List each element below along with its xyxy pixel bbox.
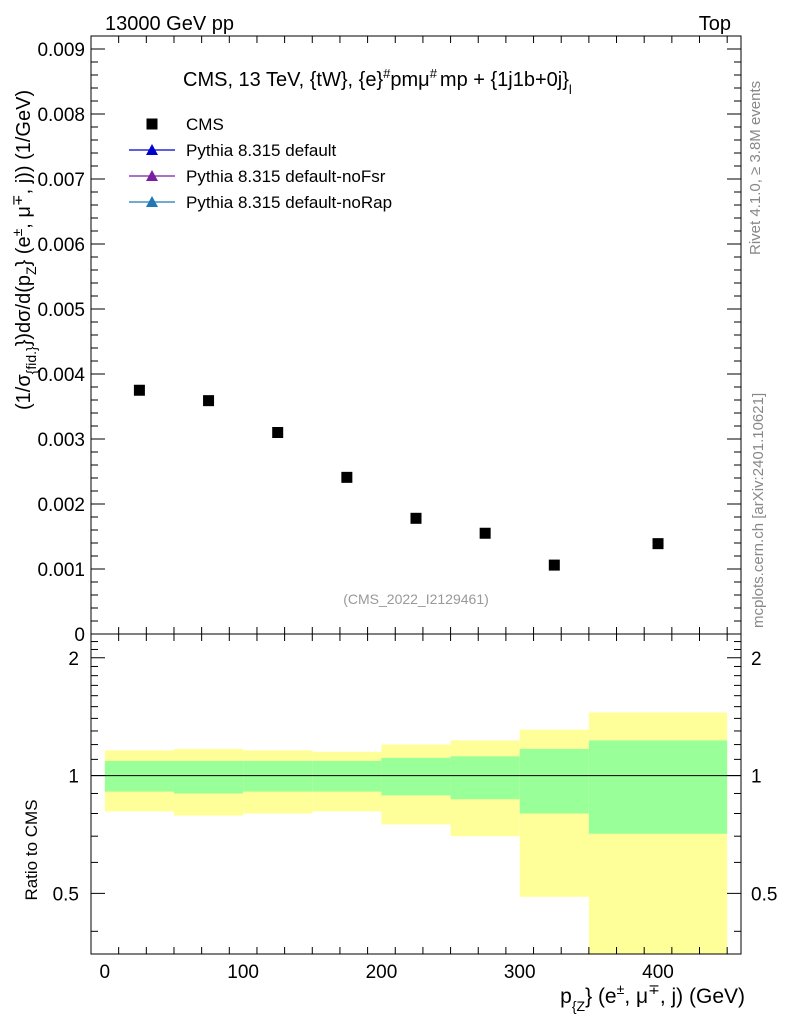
main-plot: CMS, 13 TeV, {tW}, {e}#pmμ# mp + {1j1b+0j… <box>9 35 742 646</box>
cms-data-point <box>341 471 353 483</box>
main-y-tick-label: 0.004 <box>37 365 85 386</box>
ratio-y-tick-label: 1 <box>68 767 79 788</box>
ratio-y-axis-label: Ratio to CMS <box>22 799 41 900</box>
cms-data-point <box>410 512 422 524</box>
legend-marker-triangle <box>146 144 158 155</box>
main-y-tick-label: 0 <box>74 625 85 646</box>
ratio-y-tick-label: 0.5 <box>53 884 79 905</box>
cms-data-point <box>203 395 215 407</box>
cms-data-point <box>272 427 284 438</box>
legend-label: Pythia 8.315 default-noRap <box>186 193 392 212</box>
main-y-tick-label: 0.008 <box>37 105 85 126</box>
ratio-stat-uncertainty-band <box>588 740 728 834</box>
rivet-label: Rivet 4.1.0, ≥ 3.8M events <box>747 81 764 255</box>
cms-data-point <box>479 527 491 539</box>
ratio-y-tick-label-right: 0.5 <box>751 884 777 905</box>
ratio-stat-uncertainty-band <box>312 760 382 792</box>
ratio-stat-uncertainty-band <box>173 760 244 794</box>
main-y-tick-label: 0.007 <box>37 170 85 191</box>
main-y-tick-label: 0.006 <box>37 235 85 256</box>
x-axis-label: p{Z} (e±, μ∓, j) (GeV) <box>560 981 745 1014</box>
x-tick-label: 200 <box>366 962 398 983</box>
cms-data-point <box>652 538 664 550</box>
cms-data-point <box>548 559 560 571</box>
mcplots-label: mcplots.cern.ch [arXiv:2401.10621] <box>750 393 767 628</box>
cms-data-point <box>133 384 145 396</box>
main-y-tick-label: 0.005 <box>37 300 85 321</box>
legend-marker-triangle <box>146 196 158 207</box>
legend-marker-triangle <box>146 170 158 181</box>
legend-label: CMS <box>186 115 224 134</box>
x-tick-label: 100 <box>227 962 259 983</box>
header-process-label: Top <box>699 13 731 35</box>
ratio-stat-uncertainty-band <box>450 756 520 800</box>
ratio-stat-uncertainty-band <box>519 748 589 814</box>
legend-label: Pythia 8.315 default <box>186 141 337 160</box>
legend-label: Pythia 8.315 default-noFsr <box>186 167 386 186</box>
main-y-tick-label: 0.002 <box>37 495 85 516</box>
x-tick-label: 400 <box>642 962 674 983</box>
main-y-axis-label: (1/σ{fid.}})dσ/d(pZ} (e±, μ∓, j)) (1/GeV… <box>9 90 39 410</box>
ratio-plot: 0.5 0.5 1 1 2 2 0 100 200 300 400 Ratio to CMS p{Z… <box>22 633 777 1014</box>
ratio-plot-frame <box>90 633 742 955</box>
main-y-tick-label: 0.001 <box>37 560 85 581</box>
x-tick-label: 300 <box>504 962 536 983</box>
ratio-y-tick-label-right: 1 <box>751 767 762 788</box>
ratio-stat-uncertainty-band <box>381 757 451 796</box>
analysis-watermark: (CMS_2022_I2129461) <box>343 591 489 607</box>
main-y-tick-label: 0.003 <box>37 430 85 451</box>
main-y-tick-label: 0.009 <box>37 40 85 61</box>
ratio-stat-uncertainty-band <box>104 760 174 792</box>
legend-marker-square <box>146 118 158 130</box>
header-beam-label: 13000 GeV pp <box>105 13 234 35</box>
ratio-y-tick-label-right: 2 <box>751 649 762 670</box>
main-plot-title: CMS, 13 TeV, {tW}, {e}#pmμ# mp + {1j1b+0j… <box>183 66 572 97</box>
x-tick-label: 0 <box>100 962 111 983</box>
ratio-y-tick-label: 2 <box>68 649 79 670</box>
ratio-stat-uncertainty-band <box>243 760 313 792</box>
